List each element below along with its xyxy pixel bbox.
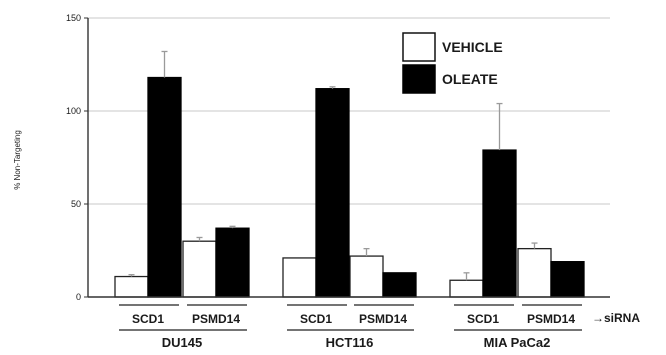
bar-vehicle-4 bbox=[449, 279, 484, 298]
subgroup-label-0-1: PSMD14 bbox=[192, 312, 240, 326]
bar-vehicle-3 bbox=[349, 255, 384, 298]
y-tick-label-100: 100 bbox=[66, 106, 81, 116]
bar-oleate-2 bbox=[315, 88, 350, 298]
subgroup-label-2-1: PSMD14 bbox=[527, 312, 575, 326]
bar-vehicle-2 bbox=[282, 257, 317, 298]
bar-oleate-5 bbox=[550, 261, 585, 298]
y-tick-labels: 0 50 100 150 bbox=[66, 13, 88, 302]
legend-swatch-oleate bbox=[402, 64, 436, 94]
legend: VEHICLE OLEATE bbox=[402, 32, 503, 94]
subgroup-label-1-0: SCD1 bbox=[300, 312, 332, 326]
subgroup-label-1-1: PSMD14 bbox=[359, 312, 407, 326]
bar-oleate-3 bbox=[382, 272, 417, 298]
y-tick-label-0: 0 bbox=[76, 292, 81, 302]
bar-oleate-0 bbox=[147, 76, 182, 298]
subgroup-label-0-0: SCD1 bbox=[132, 312, 164, 326]
group-label-2: MIA PaCa2 bbox=[484, 335, 551, 350]
bar-vehicle-5 bbox=[517, 247, 552, 298]
group-label-0: DU145 bbox=[162, 335, 202, 350]
bar-vehicle-0 bbox=[114, 275, 149, 298]
y-tick-label-50: 50 bbox=[71, 199, 81, 209]
x-category-labels: SCD1 PSMD14 DU145 SCD1 PSMD14 HCT116 SCD1 PSMD1… bbox=[119, 304, 582, 350]
bar-oleate-1 bbox=[215, 227, 250, 298]
bar-oleate-4 bbox=[482, 149, 517, 298]
subgroup-label-2-0: SCD1 bbox=[467, 312, 499, 326]
sirna-annotation: →siRNA bbox=[592, 311, 640, 325]
group-label-1: HCT116 bbox=[326, 335, 374, 350]
y-axis-label: % Non-Targeting bbox=[13, 130, 22, 190]
legend-swatch-vehicle bbox=[402, 32, 436, 62]
legend-label-vehicle: VEHICLE bbox=[442, 39, 503, 55]
axes bbox=[87, 18, 610, 298]
bars bbox=[114, 50, 585, 298]
y-tick-label-150: 150 bbox=[66, 13, 81, 23]
bar-vehicle-1 bbox=[182, 240, 217, 298]
legend-label-oleate: OLEATE bbox=[442, 71, 498, 87]
